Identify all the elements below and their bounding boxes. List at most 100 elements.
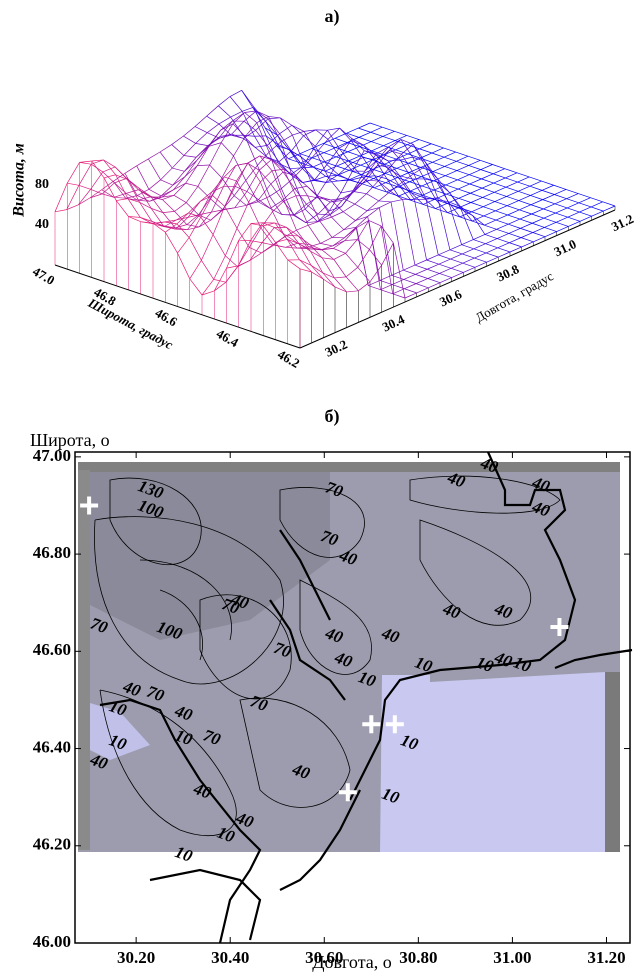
mesh-line bbox=[385, 173, 398, 178]
contour-label: 70 bbox=[201, 725, 224, 749]
contour-label: 40 bbox=[87, 749, 111, 773]
mesh-line bbox=[248, 201, 262, 229]
mesh-line bbox=[603, 205, 616, 212]
mesh-line bbox=[250, 240, 263, 243]
mesh-line bbox=[369, 264, 382, 283]
mesh-line bbox=[329, 206, 342, 212]
mesh-line bbox=[378, 207, 392, 276]
mesh-line bbox=[338, 140, 352, 149]
mesh-line bbox=[223, 165, 237, 178]
mesh-line bbox=[89, 189, 102, 199]
mesh-line bbox=[276, 145, 290, 150]
mesh-line bbox=[188, 201, 201, 214]
mesh-line bbox=[188, 237, 202, 261]
mesh-line bbox=[221, 177, 235, 196]
mesh-line bbox=[115, 200, 129, 217]
mesh-line bbox=[322, 257, 334, 260]
mesh-line bbox=[161, 194, 175, 198]
mesh-line bbox=[382, 136, 396, 141]
mesh-line bbox=[137, 199, 150, 202]
mesh-line bbox=[357, 249, 370, 268]
mesh-line bbox=[433, 175, 446, 182]
mesh-line bbox=[313, 175, 326, 181]
mesh-line bbox=[543, 217, 557, 223]
mesh-line bbox=[445, 179, 458, 186]
mesh-line bbox=[212, 234, 226, 256]
mesh-line bbox=[517, 176, 530, 183]
mesh-line bbox=[469, 178, 482, 185]
surface-mesh bbox=[54, 90, 616, 348]
mesh-line bbox=[312, 161, 325, 168]
mesh-line bbox=[291, 124, 305, 132]
mesh-line bbox=[300, 156, 314, 168]
contour-label: 10 bbox=[107, 696, 130, 720]
mesh-line bbox=[317, 214, 330, 222]
mesh-line bbox=[316, 177, 329, 197]
mesh-line bbox=[485, 243, 498, 249]
mesh-line bbox=[296, 229, 310, 248]
mesh-line bbox=[484, 234, 498, 239]
mesh-line bbox=[195, 132, 208, 144]
mesh-line bbox=[233, 136, 246, 157]
mesh-line bbox=[445, 170, 458, 177]
mesh-line bbox=[317, 201, 331, 215]
mesh-line bbox=[379, 201, 392, 208]
mesh-line bbox=[271, 170, 285, 201]
y-tick-label: 47.0 bbox=[30, 264, 57, 288]
mesh-line bbox=[220, 120, 233, 131]
mesh-line bbox=[201, 279, 214, 296]
mesh-line bbox=[254, 136, 268, 158]
mesh-line bbox=[350, 176, 363, 181]
mesh-line bbox=[359, 150, 372, 157]
mesh-line bbox=[529, 185, 543, 191]
mesh-line bbox=[408, 167, 421, 173]
mesh-line bbox=[249, 247, 262, 254]
mesh-line bbox=[334, 132, 347, 139]
x-tick-label: 30.6 bbox=[437, 286, 464, 309]
contour-label: 10 bbox=[398, 730, 421, 754]
mesh-line bbox=[310, 265, 323, 274]
mesh-line bbox=[139, 202, 152, 209]
mesh-line bbox=[269, 196, 283, 215]
mesh-line bbox=[415, 283, 429, 289]
mesh-line bbox=[471, 215, 484, 222]
mesh-line bbox=[505, 172, 518, 179]
mesh-line bbox=[435, 199, 449, 202]
mesh-line bbox=[273, 244, 286, 248]
mesh-line bbox=[529, 176, 542, 182]
mesh-line bbox=[198, 214, 211, 221]
mesh-line bbox=[310, 250, 324, 273]
mesh-line bbox=[185, 186, 199, 203]
mesh-line bbox=[274, 222, 287, 228]
mesh-line bbox=[318, 213, 330, 216]
mesh-line bbox=[359, 146, 372, 152]
contour-label: 40 bbox=[331, 647, 355, 671]
mesh-line bbox=[183, 143, 196, 156]
mesh-line bbox=[163, 225, 176, 230]
mesh-line bbox=[360, 164, 374, 170]
mesh-line bbox=[197, 164, 210, 187]
mesh-line bbox=[386, 191, 399, 197]
mesh-line bbox=[554, 194, 567, 199]
mesh-line bbox=[436, 181, 449, 192]
mesh-line bbox=[358, 131, 371, 138]
mesh-line bbox=[184, 160, 198, 177]
mesh-line bbox=[554, 189, 567, 195]
mesh-line bbox=[361, 178, 374, 184]
mesh-line bbox=[520, 228, 533, 233]
mesh-line bbox=[471, 206, 484, 213]
mesh-line bbox=[519, 218, 533, 224]
mesh-line bbox=[388, 139, 402, 148]
mesh-line bbox=[150, 196, 163, 200]
mesh-line bbox=[305, 221, 318, 224]
mesh-line bbox=[270, 183, 283, 201]
mesh-line bbox=[342, 197, 355, 205]
mesh-line bbox=[432, 171, 446, 177]
mesh-line bbox=[308, 243, 321, 248]
mesh-line bbox=[295, 195, 309, 226]
mesh-line bbox=[414, 264, 428, 270]
x-tick-label: 30.80 bbox=[399, 948, 437, 967]
mesh-line bbox=[458, 198, 472, 203]
mesh-line bbox=[482, 191, 495, 198]
mesh-line bbox=[176, 217, 189, 221]
